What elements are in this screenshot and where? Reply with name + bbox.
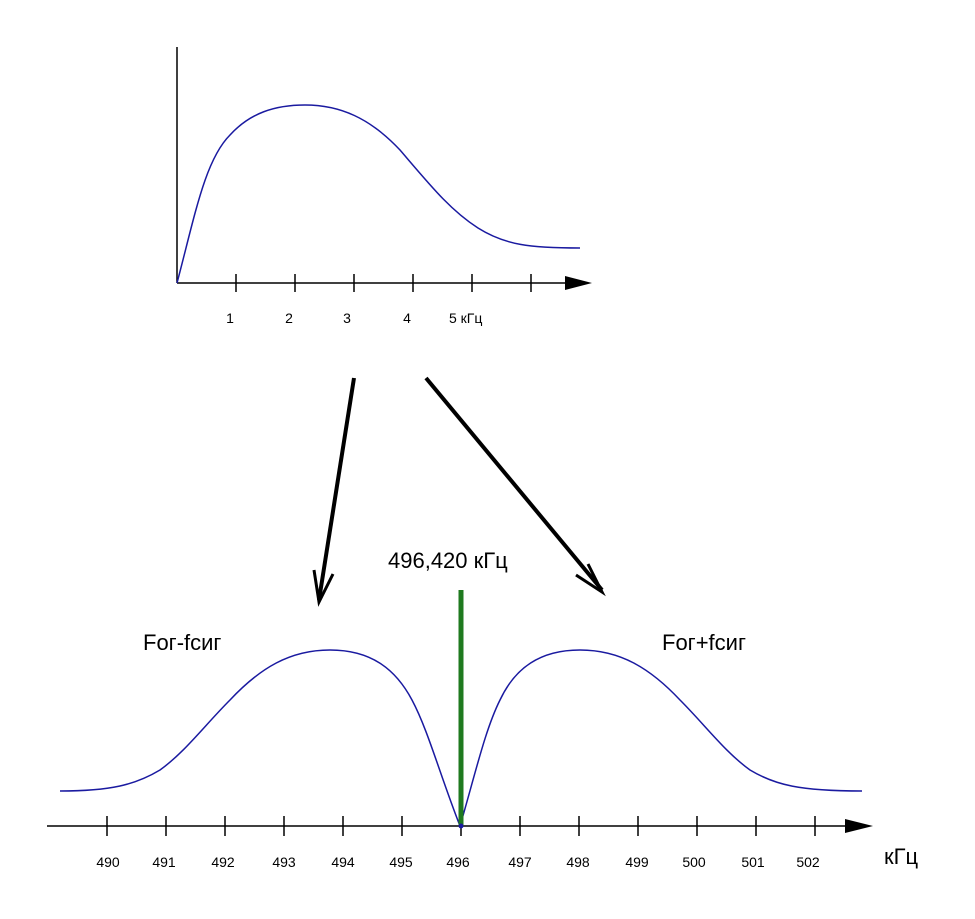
bottom-tick-label: 497 [508, 854, 532, 870]
bottom-tick-label: 502 [796, 854, 820, 870]
top-tick-label: 3 [343, 310, 351, 326]
top-tick-label: 2 [285, 310, 293, 326]
top-tick-label: 5 кГц [449, 310, 482, 326]
upper-sideband-label: Fог+fсиг [662, 630, 746, 655]
bottom-tick-label: 494 [331, 854, 355, 870]
lower-sideband-curve [59, 649, 461, 827]
baseband-spectrum-curve [176, 104, 581, 284]
bottom-tick-label: 491 [152, 854, 176, 870]
carrier-frequency-label: 496,420 кГц [388, 548, 508, 573]
arrow-to-upper-sideband [424, 376, 604, 592]
arrow-to-lower-sideband [317, 377, 356, 601]
bottom-tick-label: 496 [446, 854, 470, 870]
upper-sideband-curve [459, 649, 863, 827]
bottom-tick-label: 492 [211, 854, 235, 870]
top-spectrum: 1 2 3 4 5 кГц [176, 47, 592, 326]
top-tick-label: 4 [403, 310, 411, 326]
bottom-spectrum: 490 491 492 493 494 495 496 497 498 499 … [47, 548, 919, 870]
bottom-tick-label: 498 [566, 854, 590, 870]
mapping-arrows [312, 376, 606, 607]
bottom-tick-label: 493 [272, 854, 296, 870]
top-tick-label: 1 [226, 310, 234, 326]
carrier-base-dot [458, 823, 464, 829]
arrow-to-upper-sideband-head [575, 563, 606, 597]
lower-sideband-label: Fог-fсиг [143, 630, 221, 655]
bottom-tick-label: 499 [625, 854, 649, 870]
bottom-tick-label: 500 [682, 854, 706, 870]
arrow-to-lower-sideband-head [312, 569, 335, 607]
top-x-axis-arrowhead [565, 276, 592, 290]
bottom-tick-label: 490 [96, 854, 120, 870]
bottom-tick-label: 495 [389, 854, 413, 870]
bottom-x-axis-arrowhead [845, 819, 873, 833]
bottom-x-unit-label: кГц [884, 844, 919, 869]
bottom-tick-label: 501 [741, 854, 765, 870]
